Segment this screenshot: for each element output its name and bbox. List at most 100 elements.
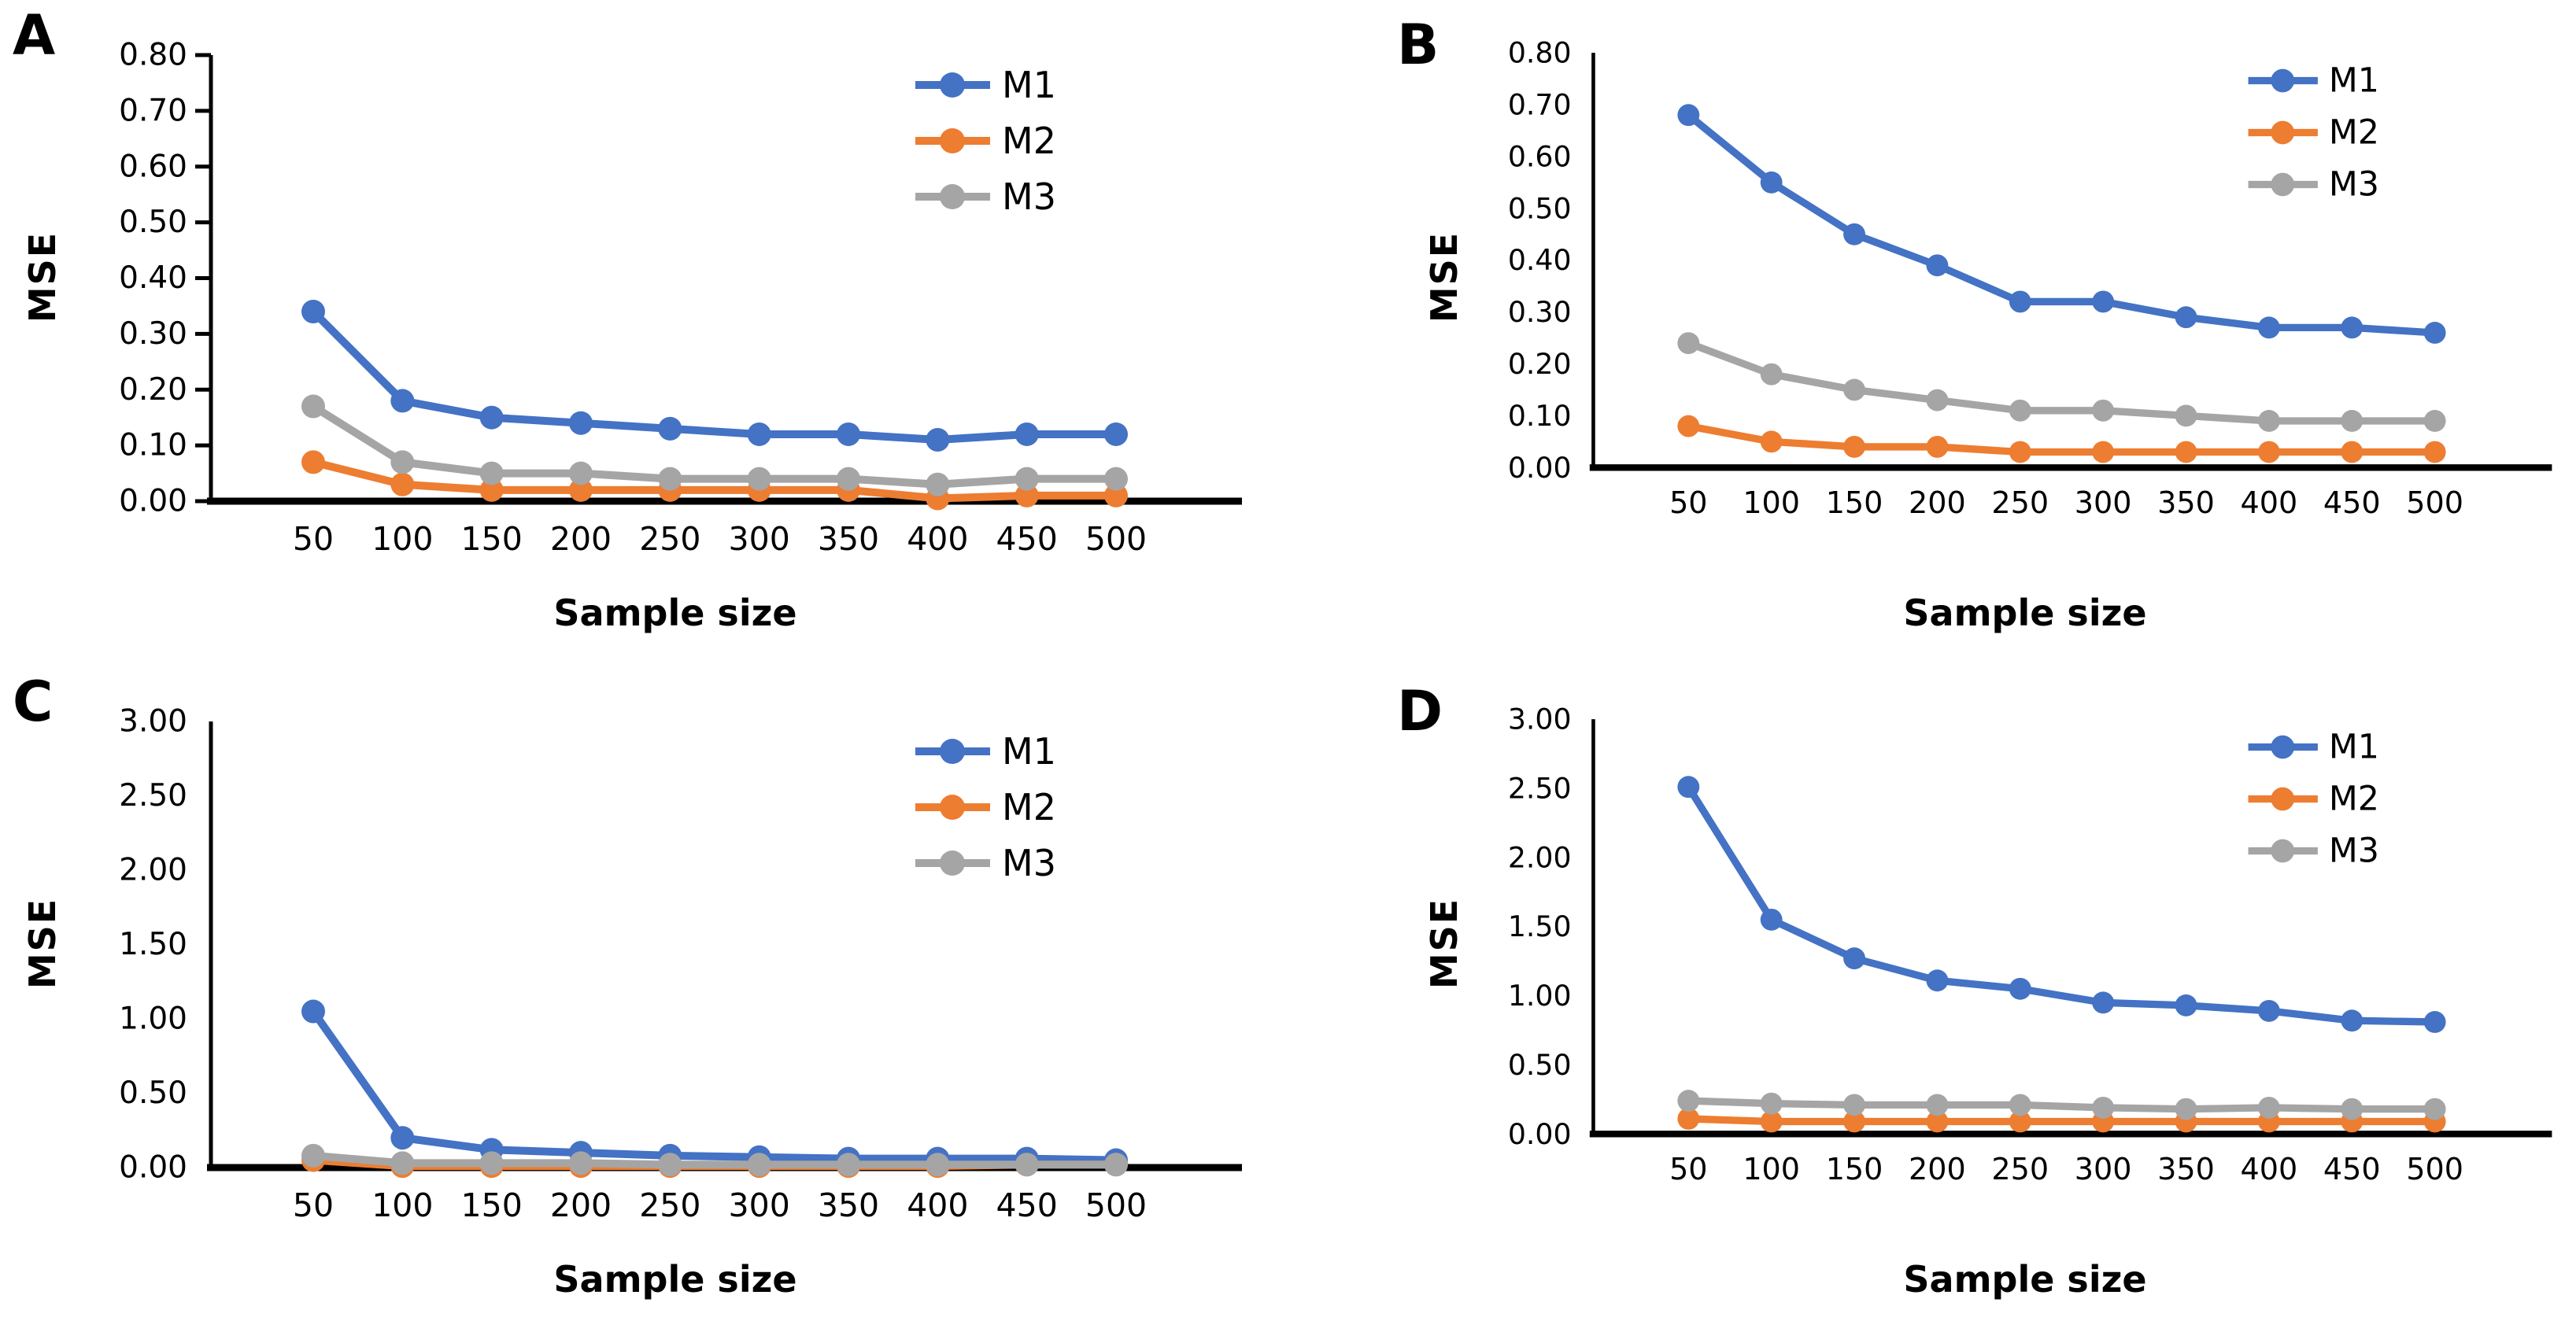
data-point bbox=[2092, 991, 2115, 1014]
x-tick-label: 350 bbox=[818, 520, 879, 558]
y-tick-label: 2.50 bbox=[119, 778, 187, 814]
legend-item-M3: M3 bbox=[915, 175, 1056, 218]
x-tick-label: 450 bbox=[2323, 485, 2381, 520]
data-point bbox=[1843, 435, 1866, 458]
data-point bbox=[2341, 1098, 2363, 1120]
legend-item-M1: M1 bbox=[915, 64, 1056, 106]
data-point bbox=[2423, 410, 2446, 432]
series-line bbox=[309, 1007, 1120, 1164]
x-tick-label: 100 bbox=[371, 520, 433, 558]
series-line bbox=[309, 458, 1120, 503]
data-point bbox=[747, 467, 771, 491]
data-point bbox=[1677, 104, 1700, 127]
data-point bbox=[1926, 1094, 1949, 1116]
legend-marker-dot bbox=[940, 72, 965, 98]
series-M2 bbox=[1677, 1108, 2446, 1133]
data-point bbox=[2175, 306, 2197, 329]
data-point bbox=[658, 1153, 682, 1177]
data-point bbox=[1104, 1153, 1128, 1177]
data-point bbox=[837, 1153, 860, 1177]
data-point bbox=[1015, 422, 1039, 446]
y-tick-label: 0.40 bbox=[119, 260, 187, 296]
x-axis-title: Sample size bbox=[553, 592, 797, 634]
x-tick-label: 350 bbox=[2157, 485, 2215, 520]
legend-label: M3 bbox=[1002, 842, 1056, 884]
data-point bbox=[2257, 441, 2280, 463]
data-point bbox=[926, 472, 950, 496]
legend-label: M2 bbox=[2329, 779, 2379, 818]
x-tick-label: 200 bbox=[550, 1186, 612, 1224]
y-tick-label: 0.30 bbox=[119, 316, 187, 352]
data-point bbox=[2009, 1094, 2031, 1116]
data-point bbox=[479, 405, 504, 430]
series-M2 bbox=[1677, 415, 2446, 463]
data-point bbox=[1677, 415, 1700, 437]
x-tick-label: 150 bbox=[1826, 1152, 1883, 1186]
x-tick-label: 400 bbox=[907, 1186, 968, 1224]
data-point bbox=[2009, 441, 2031, 463]
legend-label: M1 bbox=[2329, 61, 2379, 100]
data-point bbox=[747, 422, 771, 446]
data-point bbox=[569, 1151, 593, 1175]
x-axis: 50 100 150 200 250 300 350 400 450 500 bbox=[207, 497, 1242, 558]
x-tick-label: 150 bbox=[461, 520, 523, 558]
x-tick-label: 250 bbox=[1991, 1152, 2049, 1186]
data-point bbox=[569, 478, 593, 502]
panel-letter: C bbox=[13, 670, 54, 734]
x-tick-label: 250 bbox=[639, 1186, 700, 1224]
series-M1 bbox=[1677, 104, 2446, 344]
data-point bbox=[2175, 404, 2197, 427]
data-point bbox=[1760, 430, 1783, 453]
y-axis-title: MSE bbox=[1423, 231, 1465, 323]
x-tick-label: 400 bbox=[2241, 485, 2298, 520]
data-point bbox=[2092, 399, 2115, 422]
line-chart: 0.00 0.10 0.20 0.30 0.40 0.50 0.60 0.70 0.80 50 10… bbox=[1508, 36, 2552, 520]
y-tick-label: 1.00 bbox=[1508, 979, 1572, 1013]
line-chart: 0.00 0.10 0.20 0.30 0.40 0.50 0.60 0.70 0.80 50 10… bbox=[119, 38, 1242, 558]
x-axis: 50 100 150 200 250 300 350 400 450 500 bbox=[1589, 1131, 2552, 1186]
series-line bbox=[309, 1151, 1120, 1169]
legend: M1 M2 M3 bbox=[915, 730, 1056, 884]
data-point bbox=[1104, 483, 1128, 507]
y-tick-label: 0.80 bbox=[119, 38, 187, 73]
legend-marker-dot bbox=[2271, 839, 2295, 863]
data-point bbox=[1843, 1094, 1866, 1116]
y-tick-label: 0.20 bbox=[1508, 347, 1572, 381]
x-tick-label: 50 bbox=[293, 520, 334, 558]
data-point bbox=[390, 389, 415, 413]
data-point bbox=[1760, 171, 1783, 194]
y-tick-label: 0.60 bbox=[1508, 139, 1572, 173]
data-point bbox=[658, 467, 682, 491]
data-point bbox=[2423, 1011, 2446, 1033]
y-tick-label: 0.20 bbox=[119, 372, 187, 408]
data-point bbox=[390, 472, 415, 496]
data-point bbox=[569, 411, 593, 435]
x-axis-title: Sample size bbox=[1903, 592, 2147, 634]
data-point bbox=[2009, 1110, 2031, 1133]
data-point bbox=[1015, 483, 1039, 507]
series-line bbox=[1684, 1097, 2439, 1113]
legend-label: M3 bbox=[2329, 164, 2379, 204]
data-point bbox=[479, 478, 504, 502]
x-tick-label: 400 bbox=[2241, 1152, 2298, 1186]
x-tick-label: 500 bbox=[2406, 1152, 2463, 1186]
x-axis-title: Sample size bbox=[1903, 1258, 2147, 1301]
data-point bbox=[1760, 908, 1783, 931]
data-point bbox=[837, 467, 860, 491]
y-tick-label: 2.50 bbox=[1508, 771, 1572, 805]
data-point bbox=[2341, 1009, 2363, 1032]
data-point bbox=[926, 1153, 950, 1177]
data-point bbox=[569, 461, 593, 485]
y-axis-title: MSE bbox=[21, 897, 64, 990]
legend-item-M3: M3 bbox=[2248, 164, 2379, 204]
x-tick-label: 100 bbox=[1743, 485, 1800, 520]
y-axis-title: MSE bbox=[1423, 897, 1465, 990]
x-tick-label: 300 bbox=[729, 520, 790, 558]
data-point bbox=[2175, 441, 2197, 463]
legend-item-M2: M2 bbox=[915, 786, 1056, 828]
x-tick-label: 450 bbox=[2323, 1152, 2381, 1186]
y-tick-label: 2.00 bbox=[119, 853, 187, 888]
y-tick-label: 1.50 bbox=[119, 927, 187, 962]
legend-marker-dot bbox=[940, 850, 965, 876]
